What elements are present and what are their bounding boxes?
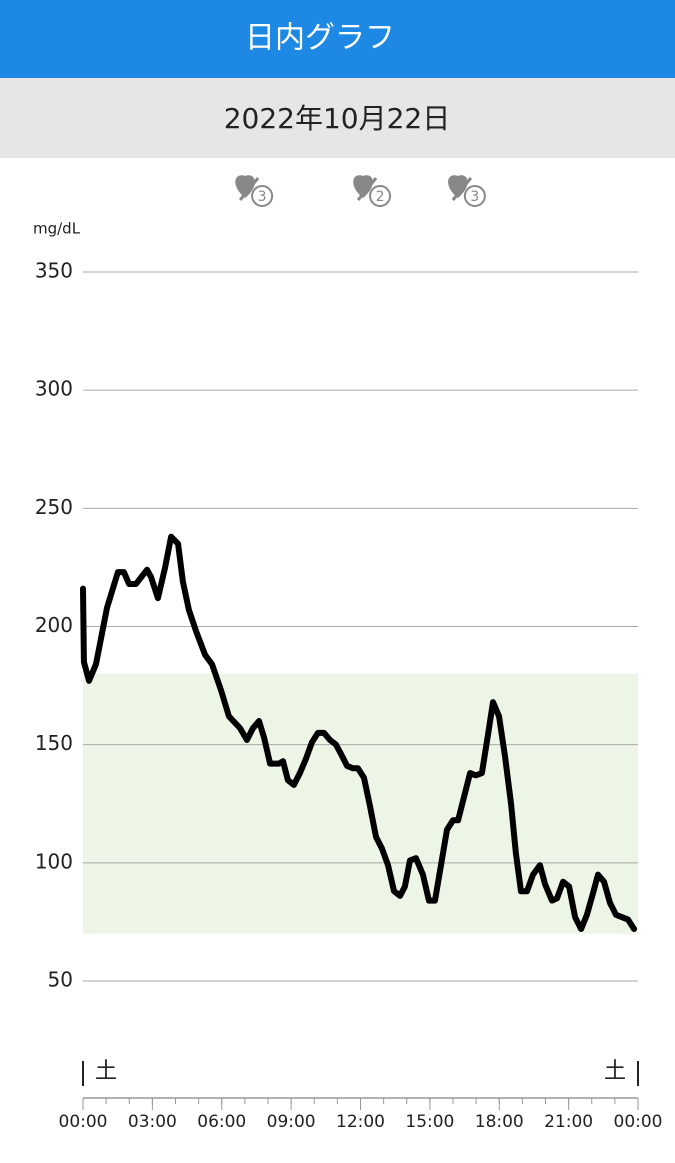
icon-syringe xyxy=(451,177,473,201)
y-tick-label: 100 xyxy=(35,849,73,873)
y-unit: mg/dL xyxy=(33,220,81,238)
event-icon: 3 xyxy=(448,175,486,207)
target-range xyxy=(83,673,638,934)
icon-heart xyxy=(353,175,373,198)
x-tick-label: 09:00 xyxy=(267,1112,316,1132)
x-tick-label: 00:00 xyxy=(59,1112,108,1132)
header-bar xyxy=(0,0,675,78)
icon-badge xyxy=(463,185,486,207)
icon-badge xyxy=(369,185,392,207)
glucose-line xyxy=(80,533,638,933)
event-count: 3 xyxy=(470,189,479,205)
x-tick-label: 00:00 xyxy=(614,1112,663,1132)
y-tick-label: 250 xyxy=(35,495,73,519)
icon-badge xyxy=(251,185,274,207)
y-tick-label: 50 xyxy=(48,968,73,992)
page-title: 日内グラフ xyxy=(245,21,395,56)
y-tick-label: 200 xyxy=(35,613,73,637)
event-count: 3 xyxy=(258,189,267,205)
event-count: 2 xyxy=(376,189,385,205)
date-label: 2022年10月22日 xyxy=(224,102,451,135)
y-tick-label: 300 xyxy=(35,377,73,401)
day-label: 土 xyxy=(95,1059,117,1084)
day-label: 土 xyxy=(604,1059,626,1084)
x-tick-label: 12:00 xyxy=(336,1112,385,1132)
icon-heart xyxy=(235,175,255,198)
icon-heart xyxy=(448,175,468,198)
x-tick-label: 03:00 xyxy=(128,1112,177,1132)
y-tick-label: 150 xyxy=(35,731,73,755)
x-tick-label: 06:00 xyxy=(197,1112,246,1132)
x-tick-label: 21:00 xyxy=(544,1112,593,1132)
y-tick-label: 350 xyxy=(35,259,73,283)
date-bar[interactable] xyxy=(0,78,675,158)
icon-syringe xyxy=(356,177,378,201)
x-tick-label: 18:00 xyxy=(475,1112,524,1132)
event-icon: 2 xyxy=(353,175,392,207)
event-icon: 3 xyxy=(235,175,274,207)
x-tick-label: 15:00 xyxy=(405,1112,454,1132)
icon-syringe xyxy=(238,177,260,201)
